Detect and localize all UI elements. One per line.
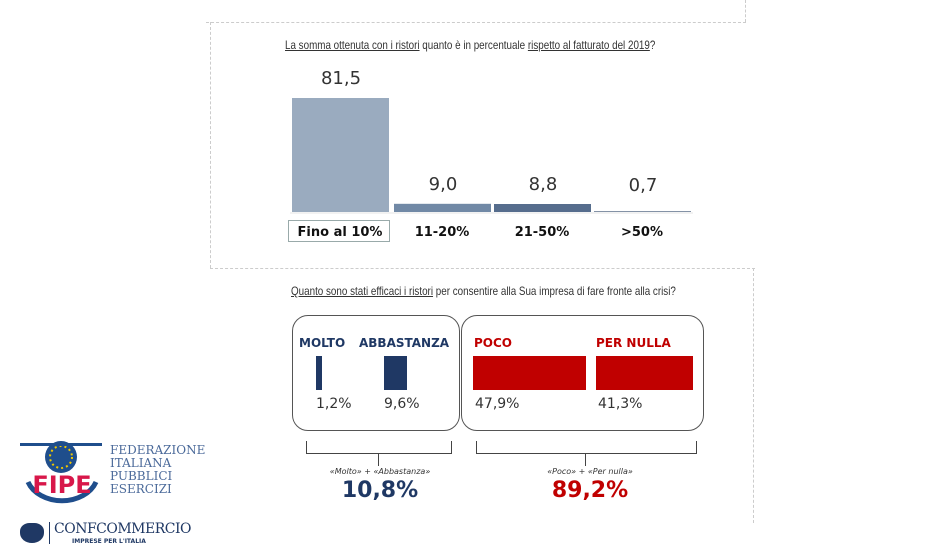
value-label: 81,5 — [320, 68, 362, 89]
bracket-positive — [306, 441, 452, 454]
value-label: 9,0 — [428, 173, 458, 195]
value-label: 1,2% — [316, 396, 352, 412]
eagle-icon — [20, 523, 44, 543]
value-label: 9,6% — [384, 396, 420, 412]
bar-0 — [316, 356, 322, 390]
title-part: rispetto al fatturato del 2019 — [527, 38, 650, 52]
group-label: «Poco» + «Per nulla» — [547, 467, 633, 476]
chart2-title: Quanto sono stati efficaci i ristori per… — [291, 284, 676, 298]
title-part: quanto è in percentuale — [419, 38, 528, 52]
title-part: ? — [649, 38, 656, 52]
logo-text: ITALIANA — [110, 456, 172, 470]
group-value: 10,8% — [341, 478, 419, 503]
positive-group-box — [292, 315, 460, 431]
bar-3 — [596, 356, 694, 390]
logo-text: FEDERAZIONE — [110, 443, 206, 457]
bar-0 — [292, 98, 389, 212]
category-label: MOLTO — [299, 336, 346, 350]
title-part: per consentire alla Sua impresa di fare … — [433, 284, 676, 298]
category-label: Fino al 10% — [297, 225, 383, 240]
bracket-stem — [585, 454, 586, 466]
category-label: >50% — [620, 225, 663, 240]
value-label: 47,9% — [475, 396, 520, 412]
group-value: 89,2% — [551, 478, 629, 503]
value-label: 8,8 — [528, 173, 558, 195]
category-label: ABBASTANZA — [359, 336, 450, 350]
fipe-logo: FIPE FEDERAZIONE ITALIANA PUBBLICI ESERC… — [18, 437, 208, 507]
bar-3 — [594, 211, 691, 212]
logo-text: ESERCIZI — [110, 482, 172, 496]
bar-1 — [384, 356, 407, 390]
fipe-emblem-icon: FIPE — [20, 441, 102, 504]
value-label: 41,3% — [598, 396, 643, 412]
title-part: Quanto sono stati efficaci i ristori — [291, 284, 434, 298]
category-label: 11-20% — [414, 225, 470, 240]
title-part: La somma ottenuta con i ristori — [285, 38, 420, 52]
bracket-negative — [476, 441, 697, 454]
category-label: 21-50% — [514, 225, 570, 240]
chart1-title: La somma ottenuta con i ristori quanto è… — [285, 38, 655, 52]
selected-category-frame — [288, 220, 390, 242]
svg-text:FIPE: FIPE — [32, 471, 91, 499]
category-label: POCO — [474, 336, 513, 350]
group-label: «Molto» + «Abbastanza» — [329, 467, 431, 476]
negative-group-box — [461, 315, 704, 431]
bar-2 — [494, 203, 591, 212]
confcommercio-logo: CONFCOMMERCIO IMPRESE PER L'ITALIA — [20, 521, 210, 547]
logo-text: PUBBLICI — [110, 469, 173, 483]
category-label: PER NULLA — [596, 336, 671, 350]
value-label: 0,7 — [628, 175, 658, 197]
logo-text: IMPRESE PER L'ITALIA — [72, 538, 146, 545]
bar-1 — [394, 203, 491, 212]
logo-text: CONFCOMMERCIO — [54, 521, 192, 537]
bar-2 — [473, 356, 586, 390]
bracket-stem — [378, 454, 379, 466]
chart1 — [290, 98, 693, 214]
